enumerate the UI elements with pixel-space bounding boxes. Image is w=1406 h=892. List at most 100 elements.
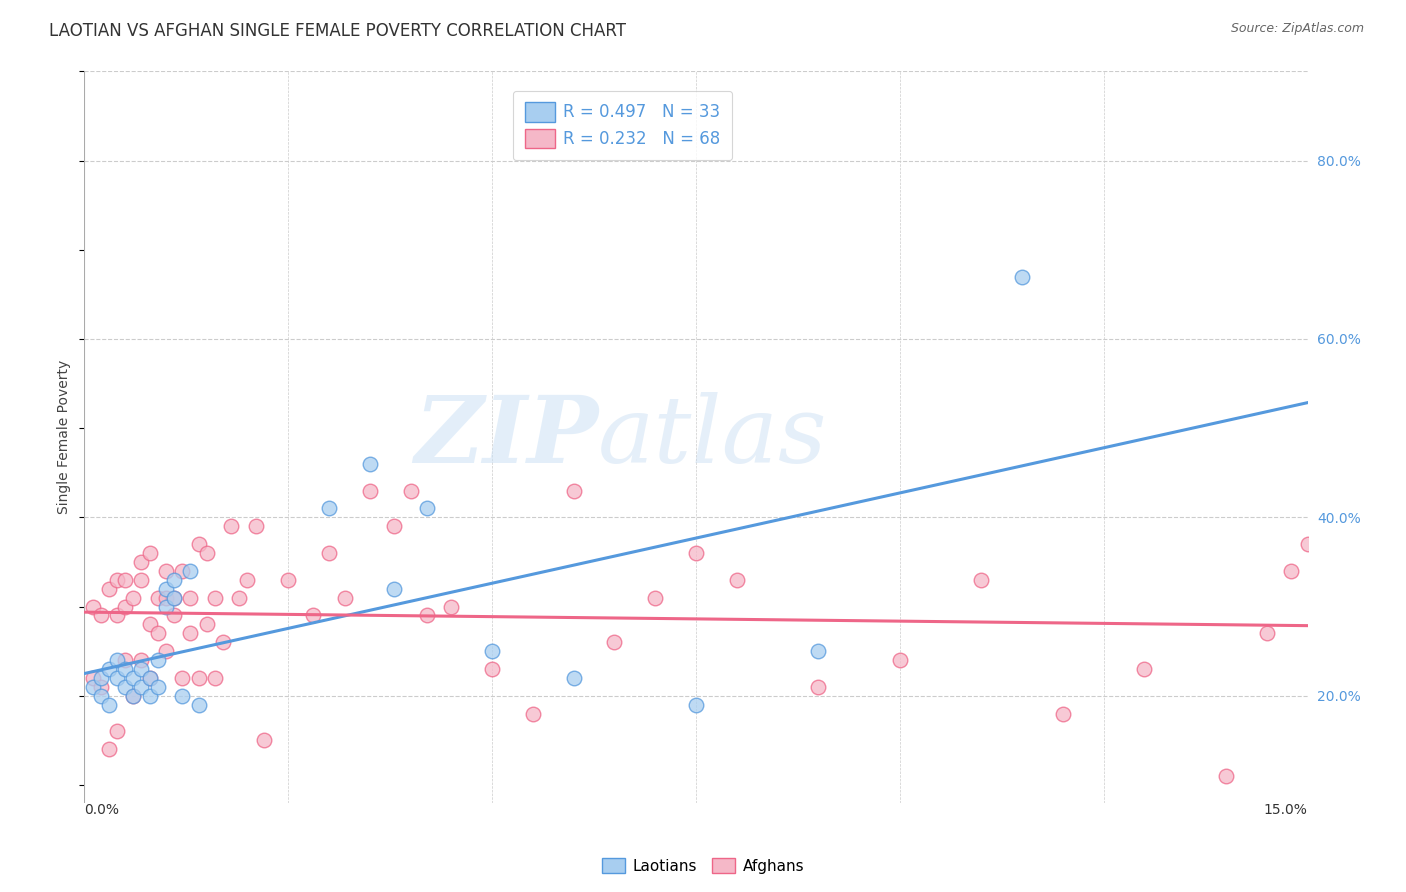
Point [105,608,128,623]
Point [114,662,136,676]
Point [97,698,120,712]
Point [301,608,323,623]
Legend: Laotians, Afghans: Laotians, Afghans [596,852,810,880]
Point [114,653,136,667]
Point [195,617,218,632]
Point [187,698,209,712]
Text: atlas: atlas [598,392,828,482]
Point [335,591,357,605]
Point [122,671,145,685]
Point [236,573,259,587]
Point [187,671,209,685]
Point [179,626,201,640]
Point [138,617,160,632]
Point [131,680,153,694]
Legend: R = 0.497   N = 33, R = 0.232   N = 68: R = 0.497 N = 33, R = 0.232 N = 68 [513,91,733,160]
Point [382,519,405,533]
Point [204,591,226,605]
Point [889,653,911,667]
Point [562,483,585,498]
Point [245,519,267,533]
Point [382,582,405,596]
Point [155,591,177,605]
Point [122,591,145,605]
Point [970,573,993,587]
Point [195,546,218,560]
Point [155,644,177,658]
Text: 15.0%: 15.0% [1264,803,1308,817]
Point [114,573,136,587]
Point [122,689,145,703]
Point [416,608,439,623]
Text: LAOTIAN VS AFGHAN SINGLE FEMALE POVERTY CORRELATION CHART: LAOTIAN VS AFGHAN SINGLE FEMALE POVERTY … [49,22,626,40]
Point [1011,269,1033,284]
Point [228,591,250,605]
Point [90,689,112,703]
Point [131,555,153,569]
Point [122,689,145,703]
Point [97,662,120,676]
Point [82,599,104,614]
Point [1052,706,1074,721]
Point [416,501,439,516]
Point [644,591,666,605]
Point [685,698,707,712]
Point [1296,537,1319,551]
Point [138,671,160,685]
Point [172,564,194,578]
Point [807,680,830,694]
Point [685,546,707,560]
Point [1256,626,1278,640]
Point [146,626,169,640]
Point [131,653,153,667]
Point [179,564,201,578]
Point [146,653,169,667]
Y-axis label: Single Female Poverty: Single Female Poverty [58,360,72,514]
Point [212,635,235,649]
Point [204,671,226,685]
Point [105,653,128,667]
Point [155,599,177,614]
Point [163,591,186,605]
Point [399,483,422,498]
Point [131,573,153,587]
Point [359,457,381,471]
Point [90,608,112,623]
Point [481,662,503,676]
Point [105,671,128,685]
Point [138,546,160,560]
Point [1215,769,1237,783]
Point [219,519,242,533]
Point [522,706,544,721]
Point [138,689,160,703]
Point [359,483,381,498]
Point [97,582,120,596]
Point [155,582,177,596]
Point [1279,564,1302,578]
Point [807,644,830,658]
Point [318,546,340,560]
Point [155,564,177,578]
Point [562,671,585,685]
Point [187,537,209,551]
Point [131,662,153,676]
Point [179,591,201,605]
Point [82,680,104,694]
Point [318,501,340,516]
Point [163,608,186,623]
Point [172,689,194,703]
Point [1133,662,1156,676]
Point [440,599,463,614]
Point [146,591,169,605]
Point [138,671,160,685]
Point [105,724,128,739]
Point [603,635,626,649]
Point [146,680,169,694]
Point [481,644,503,658]
Text: ZIP: ZIP [413,392,598,482]
Point [163,591,186,605]
Point [172,671,194,685]
Point [277,573,299,587]
Text: 0.0%: 0.0% [84,803,120,817]
Point [114,599,136,614]
